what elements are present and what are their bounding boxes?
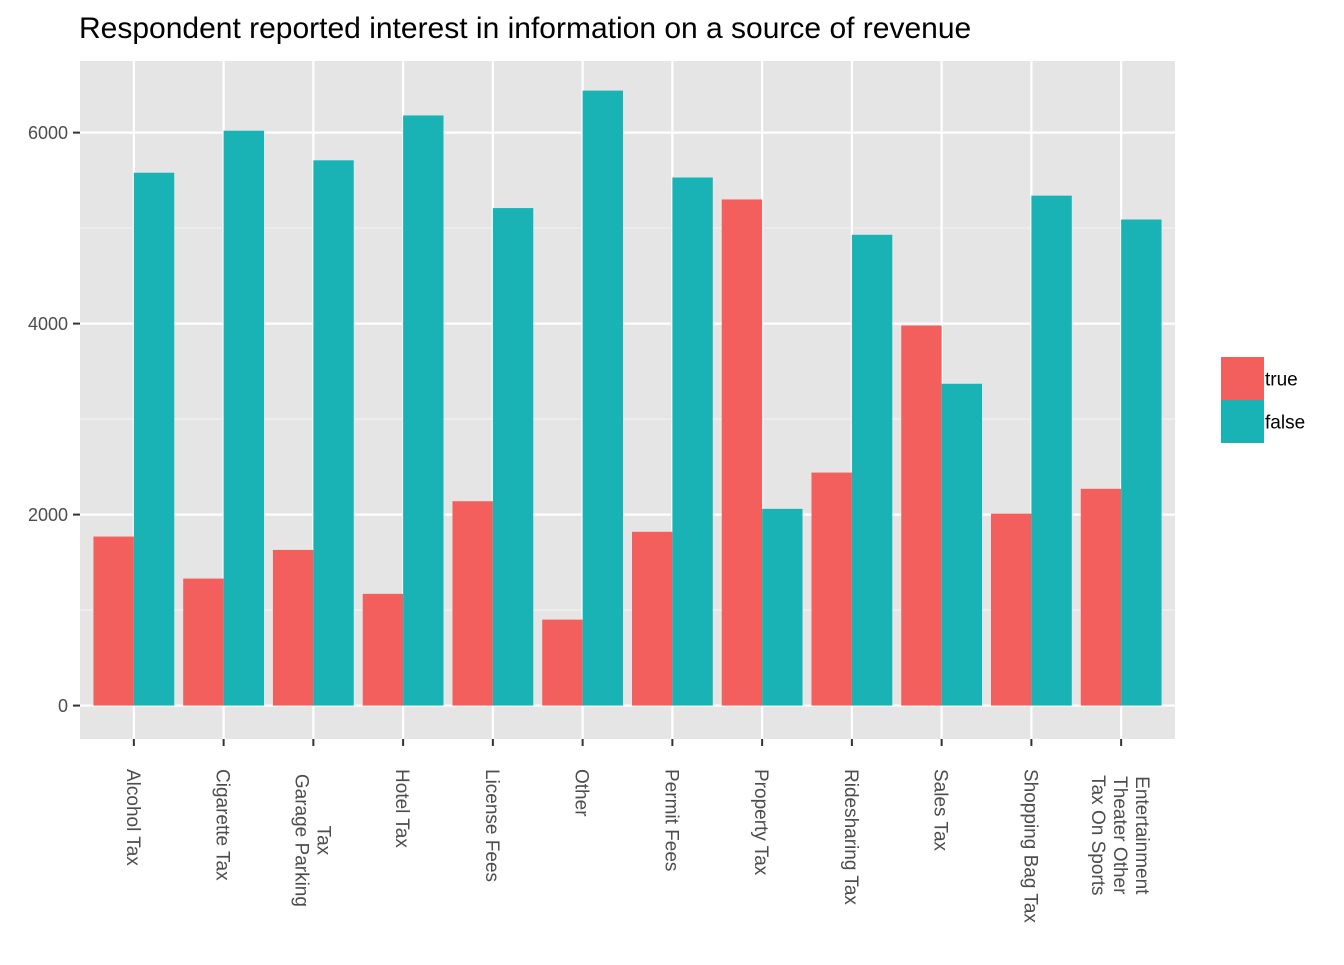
x-axis: Alcohol Tax Cigarette Tax Garage Parking Ta… (122, 739, 1152, 923)
x-tick-label: Sales Tax (930, 769, 951, 852)
y-tick-label: 2000 (28, 505, 68, 525)
x-tick-label-line: Sales Tax (930, 769, 951, 852)
x-tick-label: Other (571, 769, 592, 817)
x-tick-label-line: Tax On Sports (1087, 775, 1108, 895)
x-tick-label-line: Property Tax (750, 769, 771, 876)
x-tick-label: Tax On Sports Theater Other Entertainment (1087, 775, 1152, 895)
x-tick-label-line: Ridesharing Tax (840, 769, 861, 905)
bar-true-9 (901, 325, 942, 706)
x-tick-label: Garage Parking Tax (290, 774, 333, 907)
bar-false-11 (1121, 219, 1162, 706)
x-tick-label: Permit Fees (660, 769, 681, 871)
x-tick-label-line: Permit Fees (660, 769, 681, 871)
y-axis: 0 2000 4000 6000 (28, 123, 80, 716)
legend: true false (1221, 357, 1305, 443)
bar-false-3 (403, 115, 444, 706)
x-tick-label: Property Tax (750, 769, 771, 876)
x-tick-label: Shopping Bag Tax (1019, 769, 1040, 923)
x-tick-label: License Fees (481, 769, 502, 882)
x-tick-label-line: Theater Other (1109, 776, 1130, 895)
y-tick-label: 0 (58, 696, 68, 716)
bar-true-4 (452, 501, 493, 706)
bar-true-8 (811, 472, 852, 706)
x-tick-label-line: Alcohol Tax (122, 769, 143, 866)
bar-false-6 (672, 177, 713, 706)
chart-title: Respondent reported interest in informat… (79, 12, 971, 45)
bar-false-5 (582, 90, 624, 706)
x-tick-label: Ridesharing Tax (840, 769, 861, 905)
bar-false-1 (223, 130, 264, 706)
legend-key-false (1221, 400, 1264, 443)
bar-false-0 (133, 172, 175, 706)
bar-false-8 (851, 234, 893, 706)
y-tick-label: 6000 (28, 123, 68, 143)
x-tick-label: Alcohol Tax (122, 769, 143, 866)
bar-true-10 (991, 513, 1032, 706)
x-tick-label-line: License Fees (481, 769, 502, 882)
bar-true-2 (272, 549, 314, 706)
x-tick-label-line: Garage Parking (290, 774, 311, 907)
bar-true-1 (183, 578, 224, 706)
x-tick-label-line: Shopping Bag Tax (1019, 769, 1040, 923)
bar-false-10 (1031, 195, 1072, 706)
x-tick-label: Cigarette Tax (212, 769, 233, 881)
bar-false-4 (492, 208, 534, 706)
legend-key-true (1221, 357, 1264, 400)
bar-true-6 (631, 531, 673, 706)
x-tick-label-line: Hotel Tax (391, 769, 412, 848)
bar-true-0 (93, 536, 134, 706)
legend-label-false: false (1265, 413, 1305, 434)
bar-true-3 (362, 593, 404, 706)
legend-label-true: true (1265, 370, 1298, 391)
bar-false-9 (941, 383, 983, 706)
y-tick-label: 4000 (28, 314, 68, 334)
x-tick-label-line: Other (571, 769, 592, 817)
x-tick-label-line: Tax (312, 826, 333, 856)
bar-false-2 (313, 160, 354, 706)
x-tick-label: Hotel Tax (391, 769, 412, 848)
bar-true-11 (1080, 488, 1122, 706)
x-tick-label-line: Entertainment (1131, 776, 1152, 895)
bar-true-7 (721, 199, 763, 706)
bars (93, 90, 1162, 706)
bar-true-5 (542, 619, 583, 706)
x-tick-label-line: Cigarette Tax (212, 769, 233, 881)
bar-false-7 (762, 508, 803, 706)
